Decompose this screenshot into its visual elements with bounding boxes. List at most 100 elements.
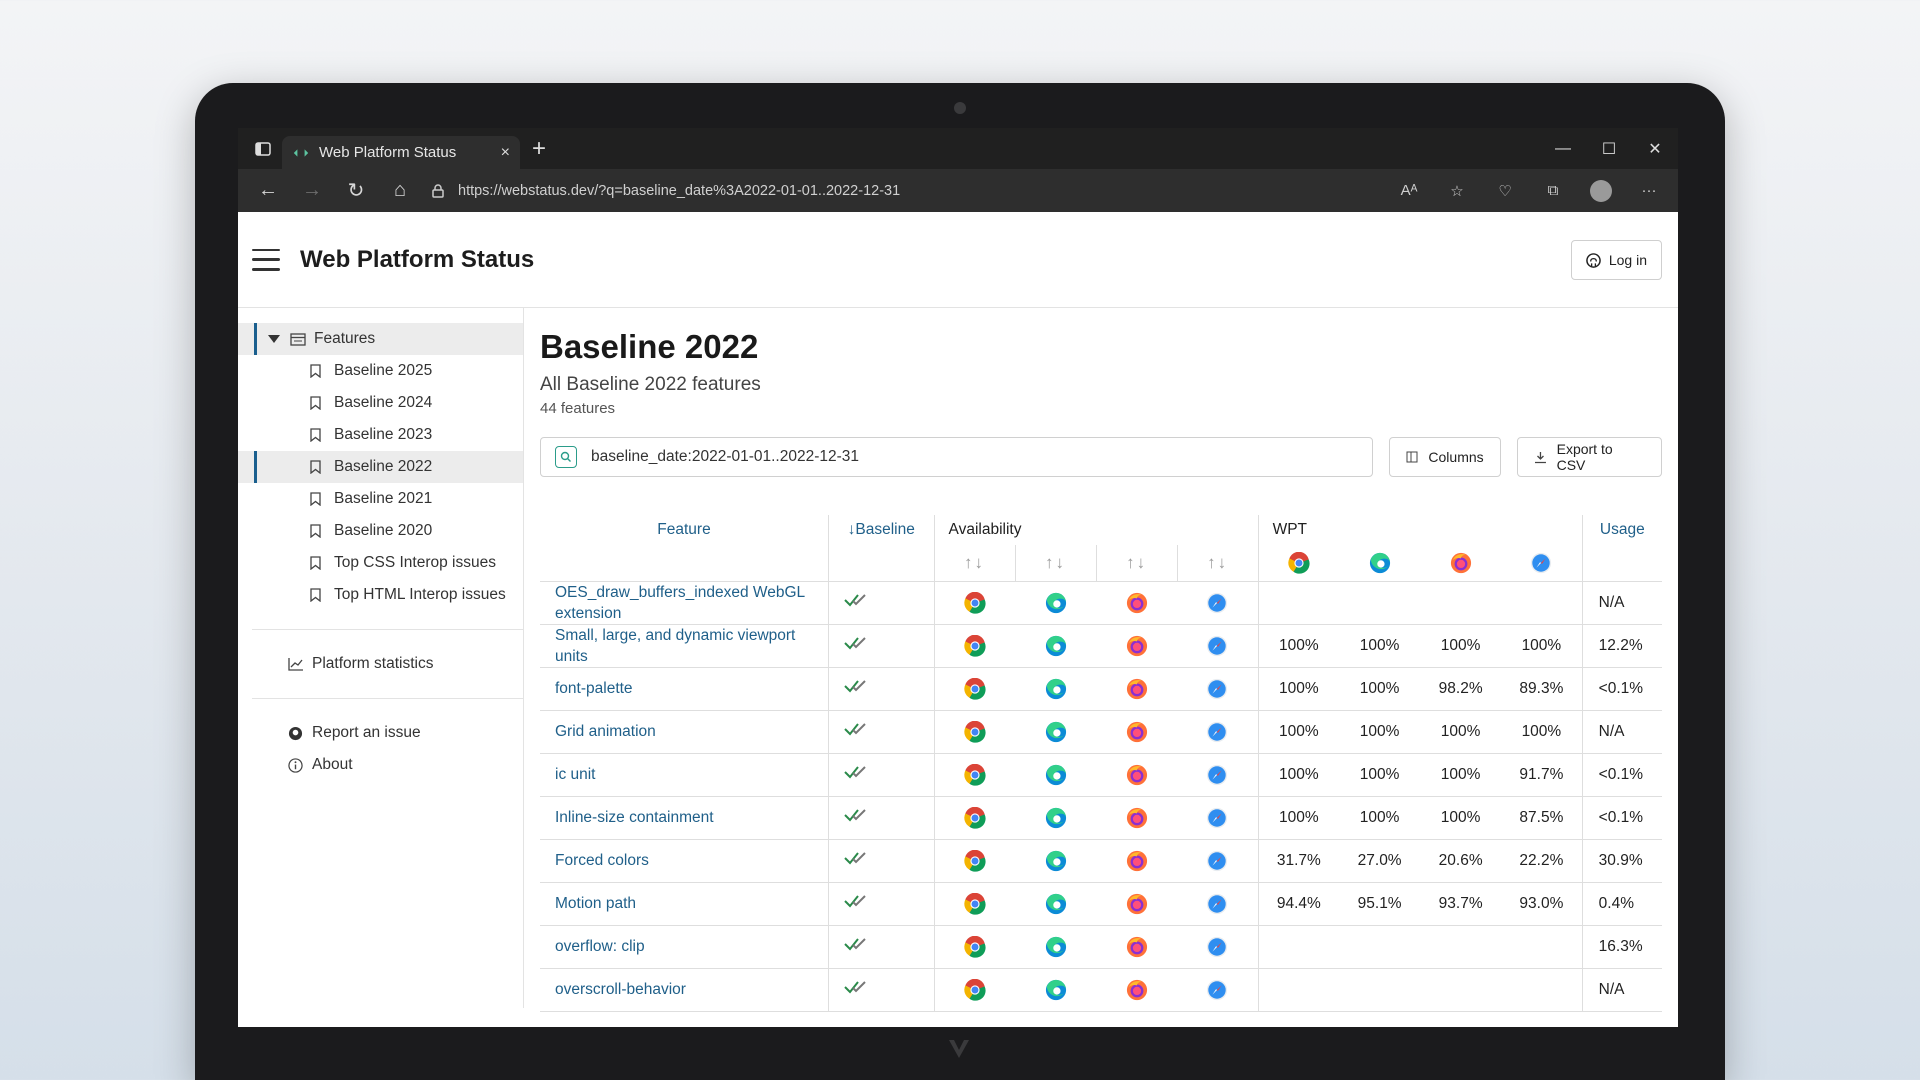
browser-essentials-icon[interactable]: ♡ (1498, 182, 1512, 200)
page-title: Baseline 2022 (540, 328, 759, 365)
baseline-check-icon (827, 624, 935, 668)
sidebar-item-top-html-interop-issues[interactable]: Top HTML Interop issues (238, 579, 523, 611)
baseline-check-icon (827, 882, 935, 926)
wpt-score: 93.0% (1501, 882, 1583, 926)
browser-tab[interactable]: Web Platform Status × (282, 136, 520, 169)
feature-link[interactable]: overflow: clip (540, 925, 829, 969)
wpt-score: 98.2% (1420, 667, 1502, 711)
column-header-baseline[interactable]: ↓Baseline (827, 515, 935, 582)
browser-tab-bar: Web Platform Status × + — ☐ ✕ (238, 128, 1678, 169)
sidebar-item-baseline-2021[interactable]: Baseline 2021 (238, 483, 523, 515)
search-input[interactable]: baseline_date:2022-01-01..2022-12-31 (540, 437, 1374, 477)
availability-safari-icon (1177, 796, 1259, 840)
usage-value: 12.2% (1581, 624, 1662, 668)
availability-edge-icon (1015, 667, 1097, 711)
sidebar-item-baseline-2023[interactable]: Baseline 2023 (238, 419, 523, 451)
sort-toggle-icon[interactable]: ↑↓ (933, 545, 1016, 582)
sidebar-item-features[interactable]: Features (238, 323, 523, 355)
feature-link[interactable]: overscroll-behavior (540, 968, 829, 1012)
read-aloud-icon[interactable]: Aᴬ (1400, 182, 1418, 199)
forward-button[interactable]: → (302, 179, 322, 201)
tab-actions-icon[interactable] (252, 138, 274, 160)
availability-safari-icon (1177, 968, 1259, 1012)
availability-chrome-icon (933, 925, 1016, 969)
wpt-score (1420, 925, 1502, 969)
bookmark-icon (310, 524, 326, 538)
columns-button[interactable]: Columns (1389, 437, 1501, 477)
reload-button[interactable]: ↻ (347, 180, 365, 202)
availability-firefox-icon (1096, 925, 1178, 969)
availability-firefox-icon (1096, 796, 1178, 840)
sidebar-item-label: Baseline 2024 (334, 394, 433, 411)
sort-toggle-icon[interactable]: ↑↓ (1014, 545, 1097, 582)
sidebar-item-baseline-2024[interactable]: Baseline 2024 (238, 387, 523, 419)
feature-link[interactable]: OES_draw_buffers_indexed WebGL extension (540, 581, 829, 625)
caret-down-icon[interactable] (268, 335, 280, 343)
sidebar-item-baseline-2022[interactable]: Baseline 2022 (238, 451, 523, 483)
availability-edge-icon (1015, 796, 1097, 840)
availability-chrome-icon (933, 710, 1016, 754)
table-row: ic unit 100% 100% 100% 91.7% <0.1% (540, 753, 1662, 797)
wpt-score (1339, 581, 1421, 625)
wpt-score (1501, 925, 1583, 969)
wpt-score: 100% (1257, 667, 1340, 711)
sidebar-item-baseline-2020[interactable]: Baseline 2020 (238, 515, 523, 547)
profile-avatar[interactable] (1580, 179, 1622, 202)
sidebar-item-top-css-interop-issues[interactable]: Top CSS Interop issues (238, 547, 523, 579)
feature-link[interactable]: Inline-size containment (540, 796, 829, 840)
app-title[interactable]: Web Platform Status (300, 245, 535, 273)
column-header-feature[interactable]: Feature (540, 515, 829, 582)
sort-toggle-icon[interactable]: ↑↓ (1176, 545, 1259, 582)
menu-icon[interactable] (252, 248, 280, 271)
sidebar-item-baseline-2025[interactable]: Baseline 2025 (238, 355, 523, 387)
baseline-check-icon (827, 581, 935, 625)
export-csv-button[interactable]: Export to CSV (1516, 437, 1662, 477)
sidebar-item-report-issue[interactable]: Report an issue (238, 717, 523, 749)
table-row: Grid animation 100% 100% 100% 100% N/A (540, 710, 1662, 754)
extensions-icon[interactable]: ⧉ (1547, 182, 1559, 199)
close-window-button[interactable]: ✕ (1648, 140, 1662, 158)
availability-firefox-icon (1096, 667, 1178, 711)
wpt-score: 20.6% (1420, 839, 1502, 883)
site-favicon-icon (293, 148, 309, 157)
sidebar-item-platform-statistics[interactable]: Platform statistics (238, 648, 523, 680)
feature-link[interactable]: Small, large, and dynamic viewport units (540, 624, 829, 668)
feature-count: 44 features (540, 400, 616, 417)
column-header-usage[interactable]: Usage (1581, 515, 1662, 582)
table-row: overscroll-behavior N/A (540, 968, 1662, 1012)
baseline-check-icon (827, 667, 935, 711)
back-button[interactable]: ← (258, 179, 278, 201)
sidebar-item-about[interactable]: About (238, 749, 523, 781)
more-menu-icon[interactable]: ··· (1641, 182, 1657, 199)
availability-chrome-icon (933, 753, 1016, 797)
wpt-score: 100% (1339, 753, 1421, 797)
feature-link[interactable]: Motion path (540, 882, 829, 926)
availability-edge-icon (1015, 968, 1097, 1012)
sort-toggle-icon[interactable]: ↑↓ (1095, 545, 1178, 582)
favorite-star-icon[interactable]: ☆ (1450, 182, 1464, 200)
availability-chrome-icon (933, 796, 1016, 840)
url-field[interactable]: https://webstatus.dev/?q=baseline_date%3… (432, 183, 1388, 199)
home-button[interactable]: ⌂ (393, 179, 407, 201)
minimize-button[interactable]: — (1555, 139, 1571, 157)
close-tab-icon[interactable]: × (500, 143, 510, 161)
github-icon (1586, 252, 1601, 268)
feature-link[interactable]: ic unit (540, 753, 829, 797)
wpt-score: 100% (1420, 710, 1502, 754)
feature-link[interactable]: font-palette (540, 667, 829, 711)
usage-value: N/A (1581, 710, 1662, 754)
feature-link[interactable]: Forced colors (540, 839, 829, 883)
wpt-score: 100% (1339, 667, 1421, 711)
divider (252, 629, 523, 630)
wpt-score: 22.2% (1501, 839, 1583, 883)
login-button[interactable]: Log in (1570, 240, 1662, 280)
availability-safari-icon (1177, 925, 1259, 969)
maximize-button[interactable]: ☐ (1601, 140, 1617, 158)
bookmark-icon (310, 492, 326, 506)
wpt-score: 93.7% (1420, 882, 1502, 926)
wpt-score (1339, 925, 1421, 969)
info-icon (288, 757, 304, 773)
feature-link[interactable]: Grid animation (540, 710, 829, 754)
new-tab-button[interactable]: + (532, 134, 547, 162)
availability-chrome-icon (933, 624, 1016, 668)
